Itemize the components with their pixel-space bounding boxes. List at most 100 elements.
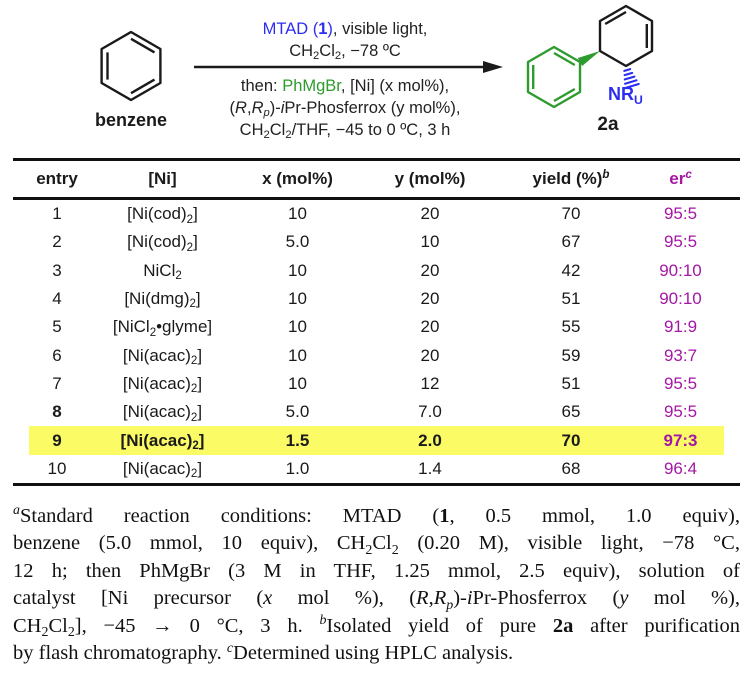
benzene-structure-icon	[100, 30, 162, 102]
conditions-line-2: CH2Cl2, −78 ºC	[289, 42, 401, 63]
cell-yield: 42	[561, 260, 581, 280]
cell-yield: 65	[561, 402, 581, 422]
conditions-line-1: MTAD (1), visible light,	[262, 20, 428, 38]
cell-x: 10	[288, 204, 307, 224]
cell-entry: 1	[52, 204, 62, 224]
cell-er: 90:10	[659, 289, 702, 309]
table-rule-header	[13, 197, 740, 200]
header-ni: [Ni]	[148, 169, 177, 188]
cell-ni: [Ni(acac)2]	[122, 373, 203, 396]
table-header-row: entry [Ni] x (mol%) y (mol%) yield (%)b …	[29, 161, 724, 197]
product-label: 2a	[597, 114, 619, 135]
cell-y: 7.0	[418, 402, 442, 422]
cell-x: 10	[288, 373, 307, 393]
cell-x: 5.0	[285, 232, 310, 252]
cell-yield: 51	[561, 373, 581, 393]
footnote: aStandard reaction conditions: MTAD (1, …	[13, 503, 740, 668]
cell-ni: [NiCl2•glyme]	[112, 317, 213, 339]
cell-y: 10	[420, 232, 440, 252]
cell-entry: 3	[52, 260, 62, 280]
cell-yield: 51	[561, 289, 581, 309]
cell-y: 20	[420, 204, 440, 224]
header-x: x (mol%)	[262, 169, 333, 188]
table-body: 1 [Ni(cod)2] 10 20 70 95:5 2 [Ni(cod)2] …	[13, 200, 740, 483]
cell-entry: 7	[52, 373, 62, 393]
cell-er: 95:5	[663, 402, 698, 422]
results-table: entry [Ni] x (mol%) y (mol%) yield (%)b …	[13, 158, 740, 486]
cell-yield: 67	[561, 232, 581, 252]
conditions-line-4: (R,Rp)-iPr-Phosferrox (y mol%),	[229, 99, 461, 120]
cell-entry: 6	[52, 345, 62, 365]
header-yield: yield (%)b	[532, 168, 610, 188]
cell-x: 5.0	[285, 402, 310, 422]
cell-y: 20	[420, 289, 440, 309]
cell-x: 1.0	[285, 458, 310, 478]
cell-x: 1.5	[285, 430, 310, 450]
footnote-line-4: catalyst [Ni precursor (x mol %), (R,Rp)…	[13, 587, 741, 613]
cell-er: 95:5	[663, 373, 698, 393]
table-rule-bottom	[13, 482, 740, 486]
cell-y: 12	[420, 373, 440, 393]
table-rule-top	[13, 158, 740, 161]
table-row: 5 [NiCl2•glyme] 10 20 55 91:9	[29, 313, 724, 341]
header-er: erc	[669, 168, 692, 188]
cell-ni: [Ni(acac)2]	[120, 430, 205, 452]
reaction-scheme: benzene MTAD (1), visible light, CH2Cl2,…	[0, 0, 753, 156]
cell-ni: NiCl2	[143, 260, 182, 283]
cell-yield: 59	[561, 345, 581, 365]
footnote-line-6: by flash chromatography. cDetermined usi…	[13, 640, 514, 665]
reactant-label: benzene	[94, 110, 168, 130]
cell-x: 10	[288, 317, 307, 337]
cell-y: 20	[420, 317, 440, 337]
cell-entry: 9	[52, 430, 62, 450]
cell-yield: 55	[561, 317, 581, 337]
conditions-line-3: then: PhMgBr, [Ni] (x mol%),	[240, 77, 450, 95]
cell-ni: [Ni(dmg)2]	[124, 289, 201, 311]
cell-entry: 10	[47, 458, 67, 478]
cell-ni: [Ni(acac)2]	[122, 345, 203, 368]
cell-er: 91:9	[663, 317, 698, 337]
footnote-line-3: 12 h; then PhMgBr (3 M in THF, 1.25 mmol…	[13, 559, 740, 582]
table-row: 10 [Ni(acac)2] 1.0 1.4 68 96:4	[29, 455, 724, 483]
cell-y: 1.4	[418, 458, 442, 478]
cell-ni: [Ni(cod)2]	[127, 204, 198, 226]
cell-entry: 2	[52, 232, 62, 252]
cell-er: 95:5	[663, 204, 698, 224]
cell-er: 97:3	[663, 430, 698, 450]
figure-panel: benzene MTAD (1), visible light, CH2Cl2,…	[0, 0, 753, 668]
cell-entry: 8	[52, 402, 62, 422]
header-y: y (mol%)	[394, 169, 466, 188]
cell-x: 10	[288, 289, 307, 309]
product-structure-icon	[526, 4, 654, 109]
cell-x: 10	[288, 345, 307, 365]
cell-ni: [Ni(acac)2]	[122, 458, 203, 481]
amine-main: NR	[608, 84, 634, 104]
cell-y: 2.0	[418, 430, 442, 450]
amine-group-label: NRU	[608, 84, 643, 107]
cell-ni: [Ni(acac)2]	[122, 402, 203, 424]
cell-x: 10	[288, 260, 307, 280]
table-row: 2 [Ni(cod)2] 5.0 10 67 95:5	[29, 228, 724, 256]
cell-er: 93:7	[663, 345, 698, 365]
cell-yield: 70	[561, 204, 581, 224]
footnote-line-1: aStandard reaction conditions: MTAD (1, …	[13, 503, 740, 527]
conditions-line-5: CH2Cl2/THF, −45 to 0 ºC, 3 h	[239, 121, 451, 142]
table-row: 7 [Ni(acac)2] 10 12 51 95:5	[29, 370, 724, 398]
reaction-arrow-icon	[194, 61, 503, 73]
cell-er: 90:10	[659, 260, 702, 280]
table-row: 6 [Ni(acac)2] 10 20 59 93:7	[29, 341, 724, 369]
cell-yield: 68	[561, 458, 581, 478]
table-row: 1 [Ni(cod)2] 10 20 70 95:5	[29, 200, 724, 228]
cell-ni: [Ni(cod)2]	[127, 232, 198, 254]
table-row: 4 [Ni(dmg)2] 10 20 51 90:10	[29, 285, 724, 313]
amine-subscript: U	[634, 92, 643, 107]
cell-entry: 5	[52, 317, 62, 337]
cell-entry: 4	[52, 289, 62, 309]
table-row: 3 NiCl2 10 20 42 90:10	[29, 257, 724, 285]
cell-y: 20	[420, 260, 440, 280]
footnote-line-2: benzene (5.0 mmol, 10 equiv), CH2Cl2 (0.…	[13, 532, 740, 558]
cell-er: 95:5	[663, 232, 698, 252]
table-row: 9 [Ni(acac)2] 1.5 2.0 70 97:3	[29, 426, 724, 455]
cell-y: 20	[420, 345, 440, 365]
cell-yield: 70	[561, 430, 581, 450]
